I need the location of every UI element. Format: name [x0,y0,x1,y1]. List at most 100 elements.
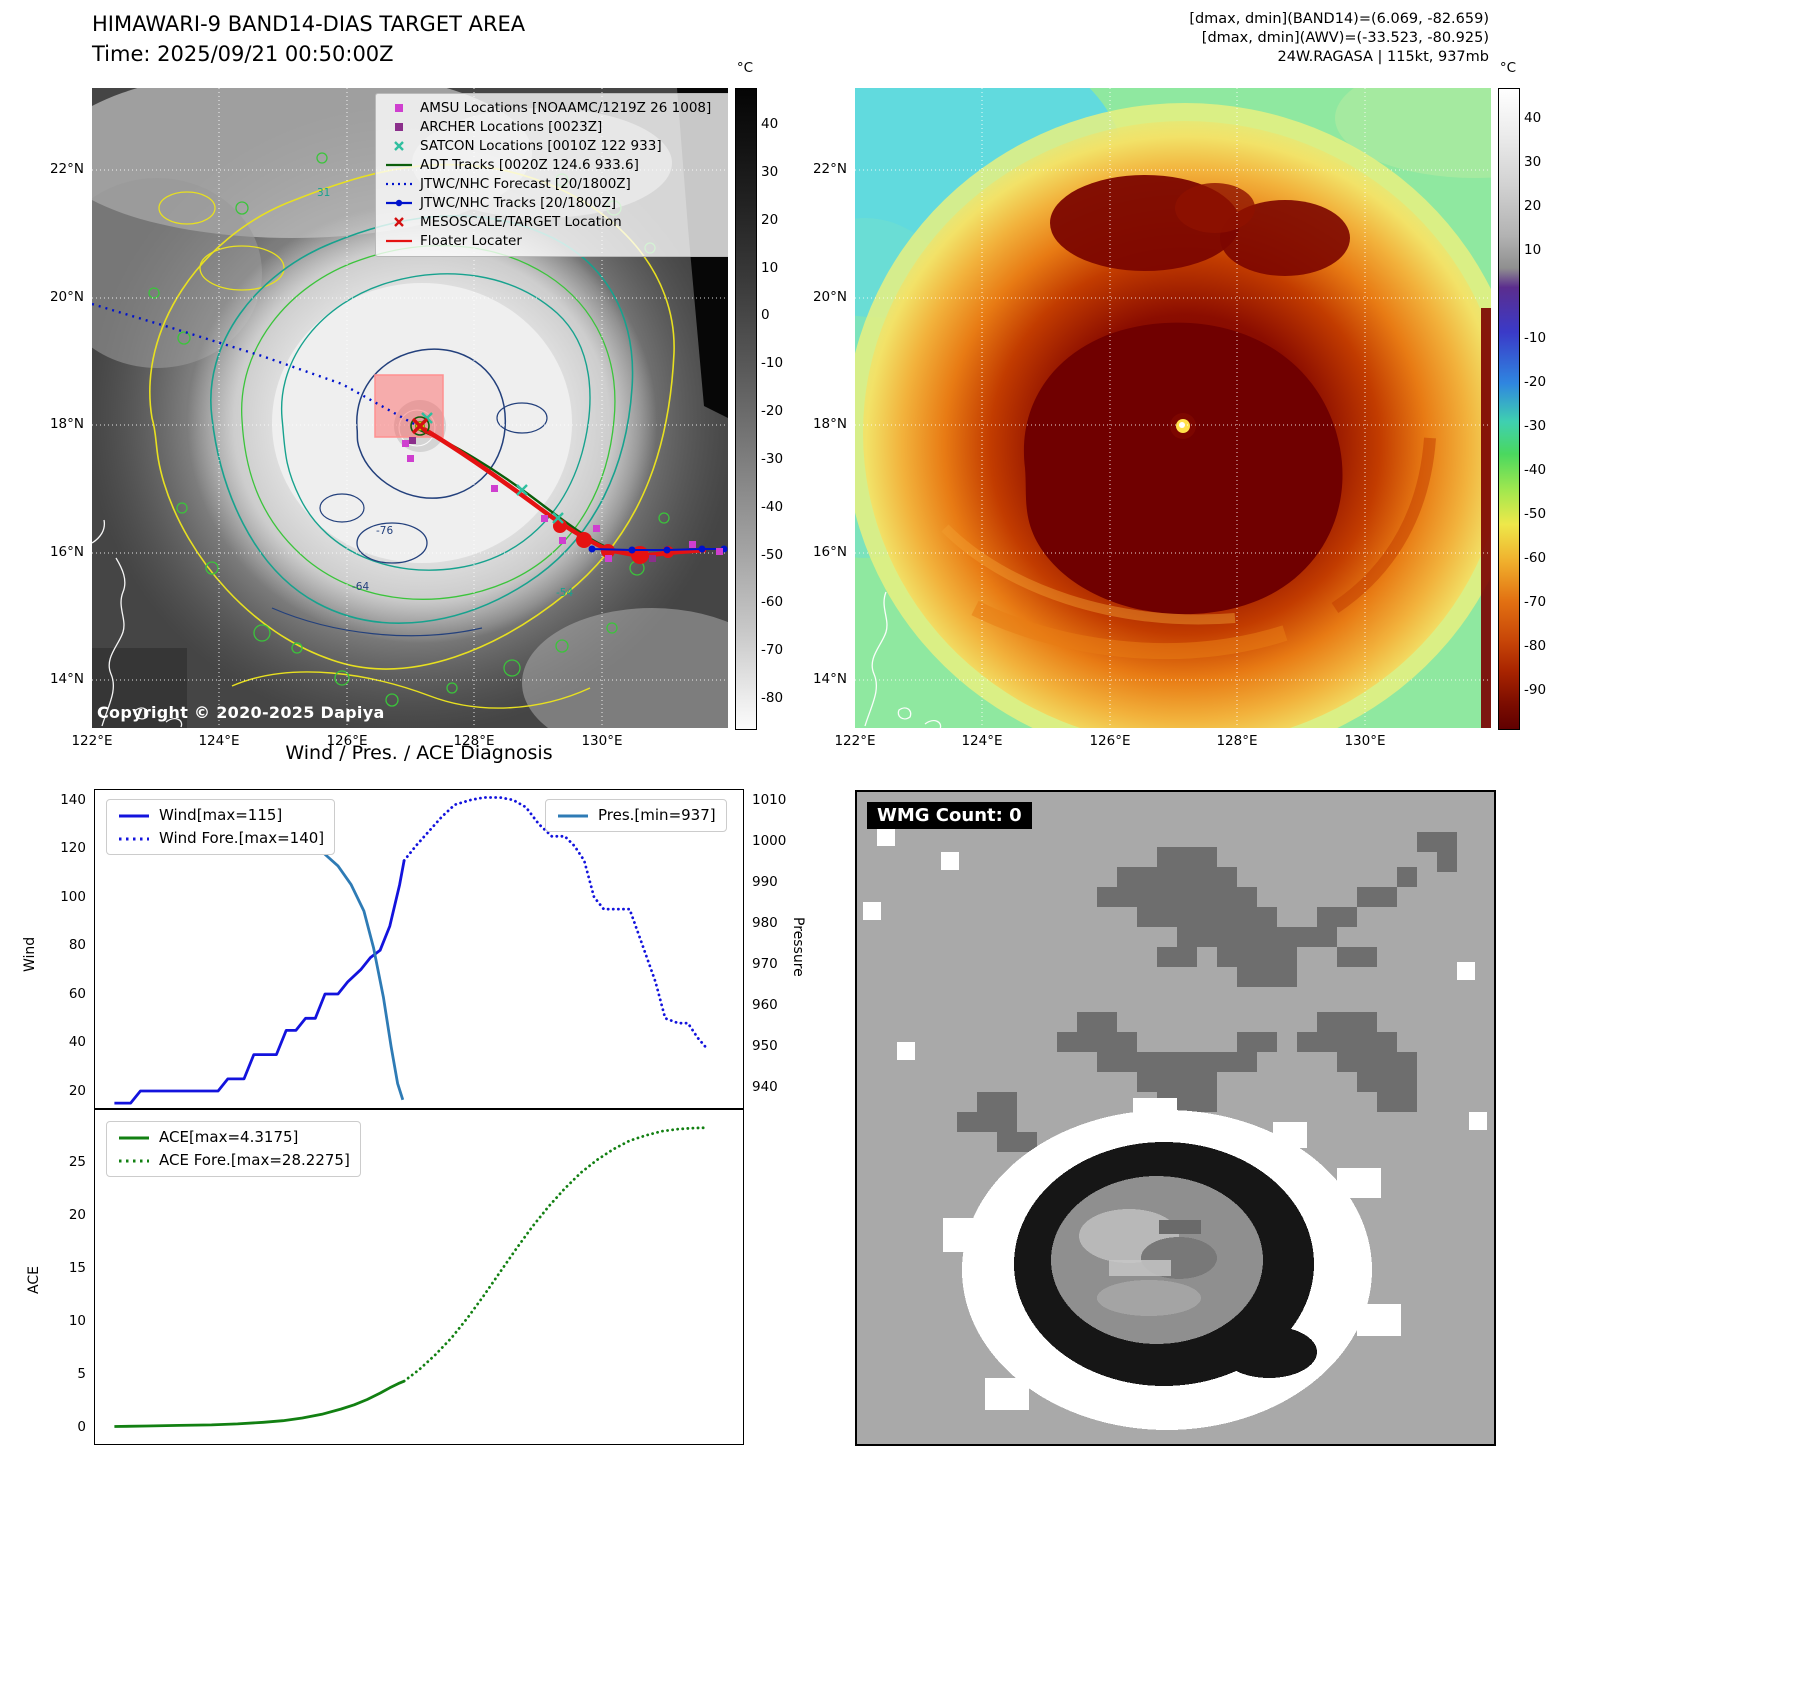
pressure-y-tick: 1000 [752,833,787,849]
colorbar-tick: -70 [761,642,784,658]
lon-tick: 126°E [326,733,368,749]
wmg-count-label: WMG Count: 0 [867,802,1032,829]
ace-y-tick: 20 [68,1207,86,1223]
diagnosis-title: Wind / Pres. / ACE Diagnosis [285,742,553,764]
chart-legend-item: ACE Fore.[max=28.2275] [117,1152,350,1169]
wind-legend: Wind[max=115] Wind Fore.[max=140] [106,799,336,855]
mesoscale-target-marker [411,417,429,435]
awv-map [855,88,1491,728]
ace-y-tick: 15 [68,1260,86,1276]
dotted-marker-icon [384,177,414,191]
info-line-storm: 24W.RAGASA | 115kt, 937mb [1277,49,1489,65]
line-sample-icon [117,1154,151,1168]
contour-label: -64 [352,581,369,593]
coastline [92,519,183,728]
map-legend-label: MESOSCALE/TARGET Location [420,214,622,230]
adt-eye-ring [410,416,430,436]
colorbar-tick: 40 [1524,110,1542,126]
map-legend-item: MESOSCALE/TARGET Location [384,214,728,231]
colorbar-tick: -30 [1524,418,1547,434]
awv-info-block: [dmax, dmin](BAND14)=(6.069, -82.659) [d… [900,10,1489,67]
ace-y-tick: 25 [68,1154,86,1170]
lon-tick: 128°E [1216,733,1258,749]
satcon-markers [421,412,564,524]
chart-legend-label: ACE[max=4.3175] [159,1128,299,1146]
colorbar-unit: °C [736,60,754,76]
colorbar-tick: -80 [1524,638,1547,654]
lon-tick: 122°E [71,733,113,749]
wind-y-tick: 120 [60,840,86,856]
chart-legend-item: ACE[max=4.3175] [117,1129,350,1146]
ace-plot [114,1126,710,1428]
ir-contours [148,152,675,709]
chart-legend-label: Pres.[min=937] [598,806,716,824]
chart-legend-item: Pres.[min=937] [556,807,716,824]
wind-y-tick: 60 [68,986,86,1002]
info-line-awv: [dmax, dmin](AWV)=(-33.523, -80.925) [1201,30,1489,46]
colorbar-tick: -50 [761,547,784,563]
map-legend-label: ARCHER Locations [0023Z] [420,119,603,135]
colorbar-tick: 40 [761,116,779,132]
map-legend-item: JTWC/NHC Forecast [20/1800Z] [384,176,728,193]
colorbar-tick: -10 [761,355,784,371]
chart-legend-label: Wind[max=115] [159,806,283,824]
band14-colorbar [735,88,757,730]
band14-map: 31 -76 -64 -54 AMSU Locations [NOAAMC/12… [92,88,728,728]
colorbar-tick: 10 [761,260,779,276]
lat-tick: 22°N [812,161,847,177]
pressure-y-tick: 960 [752,997,778,1013]
wmg-image [857,792,1490,1440]
band14-time-label: Time: 2025/09/21 00:50:00Z [92,42,394,66]
line-dot-marker-icon [384,196,414,210]
cdo-blob [1023,322,1343,615]
map-legend-item: SATCON Locations [0010Z 122 933] [384,138,728,155]
pressure-axis-label: Pressure [790,917,806,977]
pressure-y-tick: 990 [752,874,778,890]
map-legend-item: ARCHER Locations [0023Z] [384,119,728,136]
lon-tick: 124°E [198,733,240,749]
line-marker-icon [384,234,414,248]
map-legend-label: Floater Locater [420,233,522,249]
map-legend-item: ADT Tracks [0020Z 124.6 933.6] [384,157,728,174]
contour-label: 31 [317,187,330,199]
line-marker-icon [384,158,414,172]
lat-tick: 20°N [812,289,847,305]
colorbar-tick: 30 [761,164,779,180]
wind-y-tick: 80 [68,937,86,953]
lat-tick: 22°N [49,161,84,177]
lat-tick: 18°N [812,416,847,432]
awv-satellite-image [855,88,1491,728]
colorbar-tick: -90 [1524,682,1547,698]
lat-tick: 20°N [49,289,84,305]
x-marker-icon [384,139,414,153]
pressure-legend: Pres.[min=937] [545,799,727,832]
line-sample-icon [556,809,590,823]
x-marker-icon [384,215,414,229]
lat-tick: 16°N [812,544,847,560]
lat-tick: 16°N [49,544,84,560]
chart-series-1 [402,796,710,1052]
ace-y-tick: 5 [77,1366,86,1382]
colorbar-tick: 10 [1524,242,1542,258]
chart-series-0 [114,860,406,1105]
chart-legend-item: Wind Fore.[max=140] [117,830,324,847]
colorbar-tick: -50 [1524,506,1547,522]
line-sample-icon [117,809,151,823]
contour-label: -76 [376,525,393,537]
wind-y-tick: 20 [68,1083,86,1099]
band14-map-legend: AMSU Locations [NOAAMC/1219Z 26 1008] ARC… [375,93,728,257]
lon-tick: 124°E [961,733,1003,749]
band14-title: HIMAWARI-9 BAND14-DIAS TARGET AREA [92,12,526,36]
pressure-y-tick: 980 [752,915,778,931]
colorbar-tick: 20 [1524,198,1542,214]
map-legend-label: SATCON Locations [0010Z 122 933] [420,138,662,154]
chart-series-1 [402,1126,710,1383]
colorbar-tick: -40 [761,499,784,515]
lon-tick: 122°E [834,733,876,749]
lon-tick: 130°E [581,733,623,749]
line-sample-icon [117,1131,151,1145]
wind-y-tick: 140 [60,792,86,808]
map-legend-label: JTWC/NHC Forecast [20/1800Z] [420,176,631,192]
map-legend-label: ADT Tracks [0020Z 124.6 933.6] [420,157,639,173]
